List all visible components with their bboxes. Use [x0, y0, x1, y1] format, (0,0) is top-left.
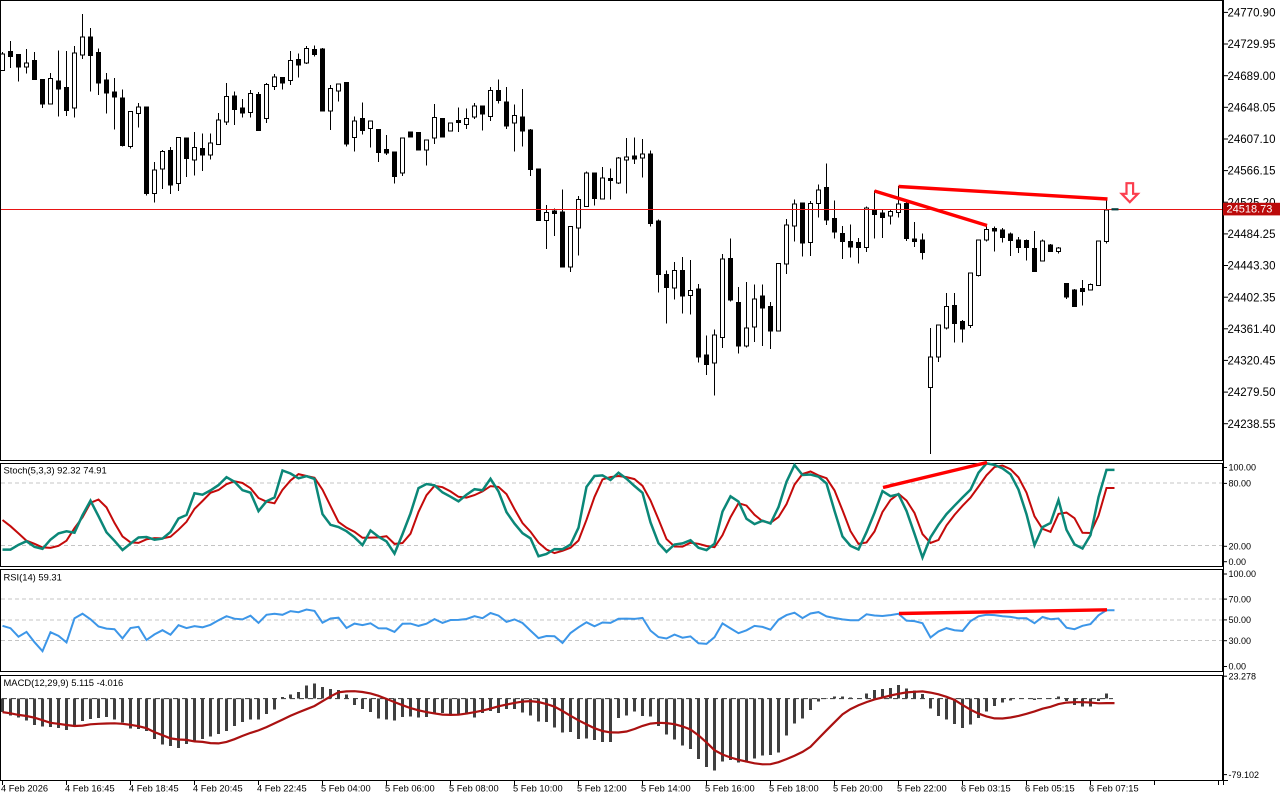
svg-text:23.278: 23.278: [1229, 671, 1257, 681]
svg-text:100.00: 100.00: [1229, 463, 1257, 473]
svg-text:4 Feb 18:45: 4 Feb 18:45: [129, 784, 179, 794]
svg-text:4 Feb 2026: 4 Feb 2026: [1, 784, 48, 794]
svg-text:24729.95: 24729.95: [1228, 39, 1276, 51]
svg-text:4 Feb 22:45: 4 Feb 22:45: [257, 784, 307, 794]
svg-text:24607.10: 24607.10: [1228, 134, 1276, 146]
svg-text:24689.00: 24689.00: [1228, 71, 1276, 83]
svg-text:Stoch(5,3,3) 92.32 74.91: Stoch(5,3,3) 92.32 74.91: [4, 465, 107, 476]
svg-text:6 Feb 05:15: 6 Feb 05:15: [1025, 784, 1075, 794]
svg-text:RSI(14) 59.31: RSI(14) 59.31: [4, 572, 62, 583]
svg-text:24361.40: 24361.40: [1228, 324, 1276, 336]
svg-text:4 Feb 20:45: 4 Feb 20:45: [193, 784, 243, 794]
svg-text:100.00: 100.00: [1229, 569, 1257, 579]
svg-text:70.00: 70.00: [1229, 594, 1252, 604]
svg-text:4 Feb 16:45: 4 Feb 16:45: [65, 784, 115, 794]
svg-text:6 Feb 03:15: 6 Feb 03:15: [961, 784, 1011, 794]
svg-text:5 Feb 08:00: 5 Feb 08:00: [449, 784, 499, 794]
svg-text:5 Feb 20:00: 5 Feb 20:00: [833, 784, 883, 794]
svg-text:5 Feb 18:00: 5 Feb 18:00: [769, 784, 819, 794]
svg-text:6 Feb 07:15: 6 Feb 07:15: [1089, 784, 1139, 794]
svg-text:5 Feb 10:00: 5 Feb 10:00: [513, 784, 563, 794]
svg-text:24648.05: 24648.05: [1228, 102, 1276, 114]
svg-text:5 Feb 16:00: 5 Feb 16:00: [705, 784, 755, 794]
svg-text:24443.30: 24443.30: [1228, 261, 1276, 273]
svg-text:24770.90: 24770.90: [1228, 8, 1276, 20]
svg-text:5 Feb 14:00: 5 Feb 14:00: [641, 784, 691, 794]
svg-text:24238.55: 24238.55: [1228, 419, 1276, 431]
svg-text:50.00: 50.00: [1229, 615, 1252, 625]
svg-text:80.00: 80.00: [1229, 479, 1252, 489]
svg-text:5 Feb 22:00: 5 Feb 22:00: [897, 784, 947, 794]
svg-text:0.00: 0.00: [1229, 662, 1247, 672]
svg-text:MACD(12,29,9) 5.115 -4.016: MACD(12,29,9) 5.115 -4.016: [4, 677, 124, 688]
svg-text:24484.25: 24484.25: [1228, 229, 1276, 241]
svg-text:24279.50: 24279.50: [1228, 387, 1276, 399]
svg-text:5 Feb 06:00: 5 Feb 06:00: [385, 784, 435, 794]
svg-text:24518.73: 24518.73: [1227, 204, 1273, 216]
svg-text:5 Feb 12:00: 5 Feb 12:00: [577, 784, 627, 794]
svg-text:0.00: 0.00: [1229, 557, 1247, 567]
svg-text:-79.102: -79.102: [1229, 770, 1260, 780]
svg-text:30.00: 30.00: [1229, 636, 1252, 646]
svg-text:24402.35: 24402.35: [1228, 292, 1276, 304]
svg-text:5 Feb 04:00: 5 Feb 04:00: [321, 784, 371, 794]
svg-text:24566.15: 24566.15: [1228, 166, 1276, 178]
svg-text:24320.45: 24320.45: [1228, 356, 1276, 368]
svg-text:20.00: 20.00: [1229, 542, 1252, 552]
